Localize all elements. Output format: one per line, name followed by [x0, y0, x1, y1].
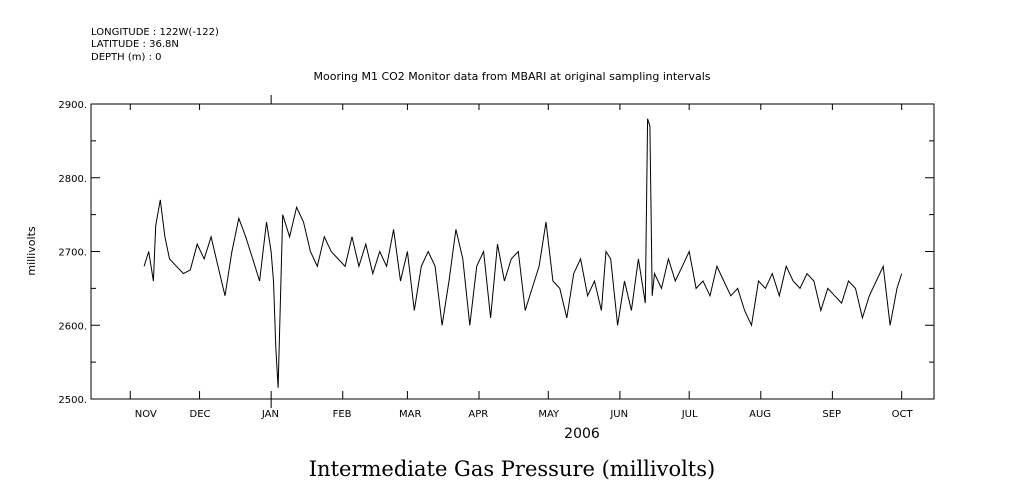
x-tick-label-may: MAY	[538, 409, 560, 420]
series-line-0	[143, 118, 903, 388]
footer-title: Intermediate Gas Pressure (millivolts)	[309, 457, 715, 481]
x-tick-label-feb: FEB	[333, 409, 352, 420]
chart-title: Mooring M1 CO2 Monitor data from MBARI a…	[314, 70, 711, 83]
header-longitude: LONGITUDE : 122W(-122)	[91, 27, 219, 38]
x-tick-label-mar: MAR	[399, 409, 421, 420]
x-tick-label-sep: SEP	[822, 409, 841, 420]
x-axis: NOV DEC JAN FEB MAR APR MAY JUN JUL AUG SEP OCT	[129, 95, 914, 420]
y-tick-label: 2900.	[58, 100, 87, 111]
x-tick-label-aug: AUG	[749, 409, 771, 420]
x-tick-label-jun: JUN	[609, 409, 628, 420]
x-tick-label-apr: APR	[468, 409, 488, 420]
x-tick-label-nov: NOV	[135, 409, 157, 420]
x-tick-label-oct: OCT	[892, 409, 914, 420]
x-tick-label-jan: JAN	[261, 409, 279, 420]
y-tick-label: 2800.	[58, 174, 87, 185]
y-tick-label: 2700.	[58, 248, 87, 259]
header-block: LONGITUDE : 122W(-122) LATITUDE : 36.8N …	[91, 27, 219, 63]
x-tick-label-dec: DEC	[190, 409, 211, 420]
x-axis-label: 2006	[564, 426, 600, 442]
y-axis-label: millivolts	[25, 226, 38, 276]
y-axis: 2500. 2600. 2700. 2800. 2900.	[58, 100, 934, 406]
header-latitude: LATITUDE : 36.8N	[91, 39, 179, 50]
y-tick-label: 2600.	[58, 321, 87, 332]
series-group	[143, 118, 903, 388]
header-depth: DEPTH (m) : 0	[91, 52, 162, 63]
y-tick-label: 2500.	[58, 395, 87, 406]
x-tick-label-jul: JUL	[681, 409, 698, 420]
plot-frame	[90, 103, 935, 400]
